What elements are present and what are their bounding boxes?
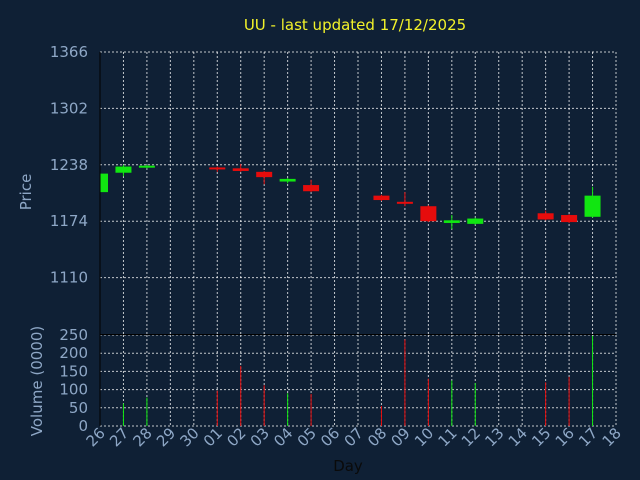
volume-bar bbox=[380, 405, 382, 426]
price-tick-label: 1302 bbox=[50, 99, 88, 117]
grid-layer bbox=[100, 51, 617, 427]
volume-bar bbox=[474, 383, 476, 426]
candle-body bbox=[584, 195, 601, 217]
candle-body bbox=[115, 166, 132, 173]
price-tick-label: 1110 bbox=[50, 269, 88, 287]
candle-body bbox=[561, 215, 578, 223]
candle-body bbox=[303, 185, 320, 192]
volume-tick-label: 100 bbox=[59, 381, 88, 399]
candle-body bbox=[232, 168, 249, 171]
candle-body bbox=[138, 165, 155, 168]
price-tick-label: 1366 bbox=[50, 43, 88, 61]
candle-body bbox=[396, 201, 413, 204]
x-tick-label: 30 bbox=[176, 424, 202, 450]
volume-bar bbox=[122, 403, 124, 426]
x-tick-label: 05 bbox=[294, 424, 320, 450]
volume-bar bbox=[263, 385, 265, 426]
x-tick-label: 17 bbox=[575, 424, 601, 450]
volume-bar bbox=[427, 378, 429, 426]
x-tick-label: 15 bbox=[528, 424, 554, 450]
volume-tick-label: 150 bbox=[59, 362, 88, 380]
chart-title: UU - last updated 17/12/2025 bbox=[244, 16, 466, 34]
price-panel bbox=[99, 163, 601, 230]
volume-bar bbox=[146, 397, 148, 426]
x-tick-label: 02 bbox=[223, 424, 249, 450]
price-axis-label: Price bbox=[17, 174, 35, 211]
candle-body bbox=[420, 206, 437, 222]
candle-body bbox=[467, 218, 484, 224]
x-tick-label: 29 bbox=[153, 424, 179, 450]
volume-bar bbox=[216, 390, 218, 426]
x-tick-label: 12 bbox=[458, 424, 484, 450]
x-tick-label: 18 bbox=[599, 424, 625, 450]
volume-bar bbox=[310, 393, 312, 426]
candle-body bbox=[100, 173, 108, 193]
candle-body bbox=[537, 213, 554, 220]
volume-tick-label: 0 bbox=[78, 417, 88, 435]
x-tick-label: 14 bbox=[505, 424, 531, 450]
price-tick-label: 1174 bbox=[50, 212, 88, 230]
x-tick-label: 10 bbox=[411, 424, 437, 450]
volume-bar bbox=[568, 376, 570, 426]
volume-tick-label: 50 bbox=[69, 399, 88, 417]
candle-body bbox=[209, 167, 226, 170]
x-tick-label: 01 bbox=[200, 424, 226, 450]
x-tick-label: 09 bbox=[388, 424, 414, 450]
x-tick-label: 13 bbox=[481, 424, 507, 450]
volume-bar bbox=[451, 380, 453, 426]
x-tick-label: 27 bbox=[106, 424, 132, 450]
x-tick-label: 03 bbox=[247, 424, 273, 450]
candle-body bbox=[443, 220, 460, 223]
volume-bar bbox=[545, 382, 547, 426]
candle-body bbox=[373, 195, 390, 201]
x-tick-label: 06 bbox=[317, 424, 343, 450]
volume-bar bbox=[592, 335, 594, 426]
volume-tick-label: 200 bbox=[59, 344, 88, 362]
candle-body bbox=[256, 171, 273, 178]
x-tick-label: 04 bbox=[270, 424, 296, 450]
volume-bar bbox=[404, 339, 406, 426]
volume-axis-label: Volume (0000) bbox=[28, 326, 46, 436]
x-axis-label: Day bbox=[333, 457, 363, 475]
x-tick-label: 08 bbox=[364, 424, 390, 450]
x-tick-label: 28 bbox=[130, 424, 156, 450]
x-tick-label: 07 bbox=[341, 424, 367, 450]
volume-bar bbox=[287, 393, 289, 426]
x-tick-label: 11 bbox=[434, 424, 460, 450]
volume-bar bbox=[240, 365, 242, 426]
price-tick-label: 1238 bbox=[50, 156, 88, 174]
x-tick-label: 16 bbox=[552, 424, 578, 450]
volume-panel bbox=[122, 335, 594, 426]
volume-tick-label: 250 bbox=[59, 326, 88, 344]
candle-body bbox=[279, 178, 296, 182]
